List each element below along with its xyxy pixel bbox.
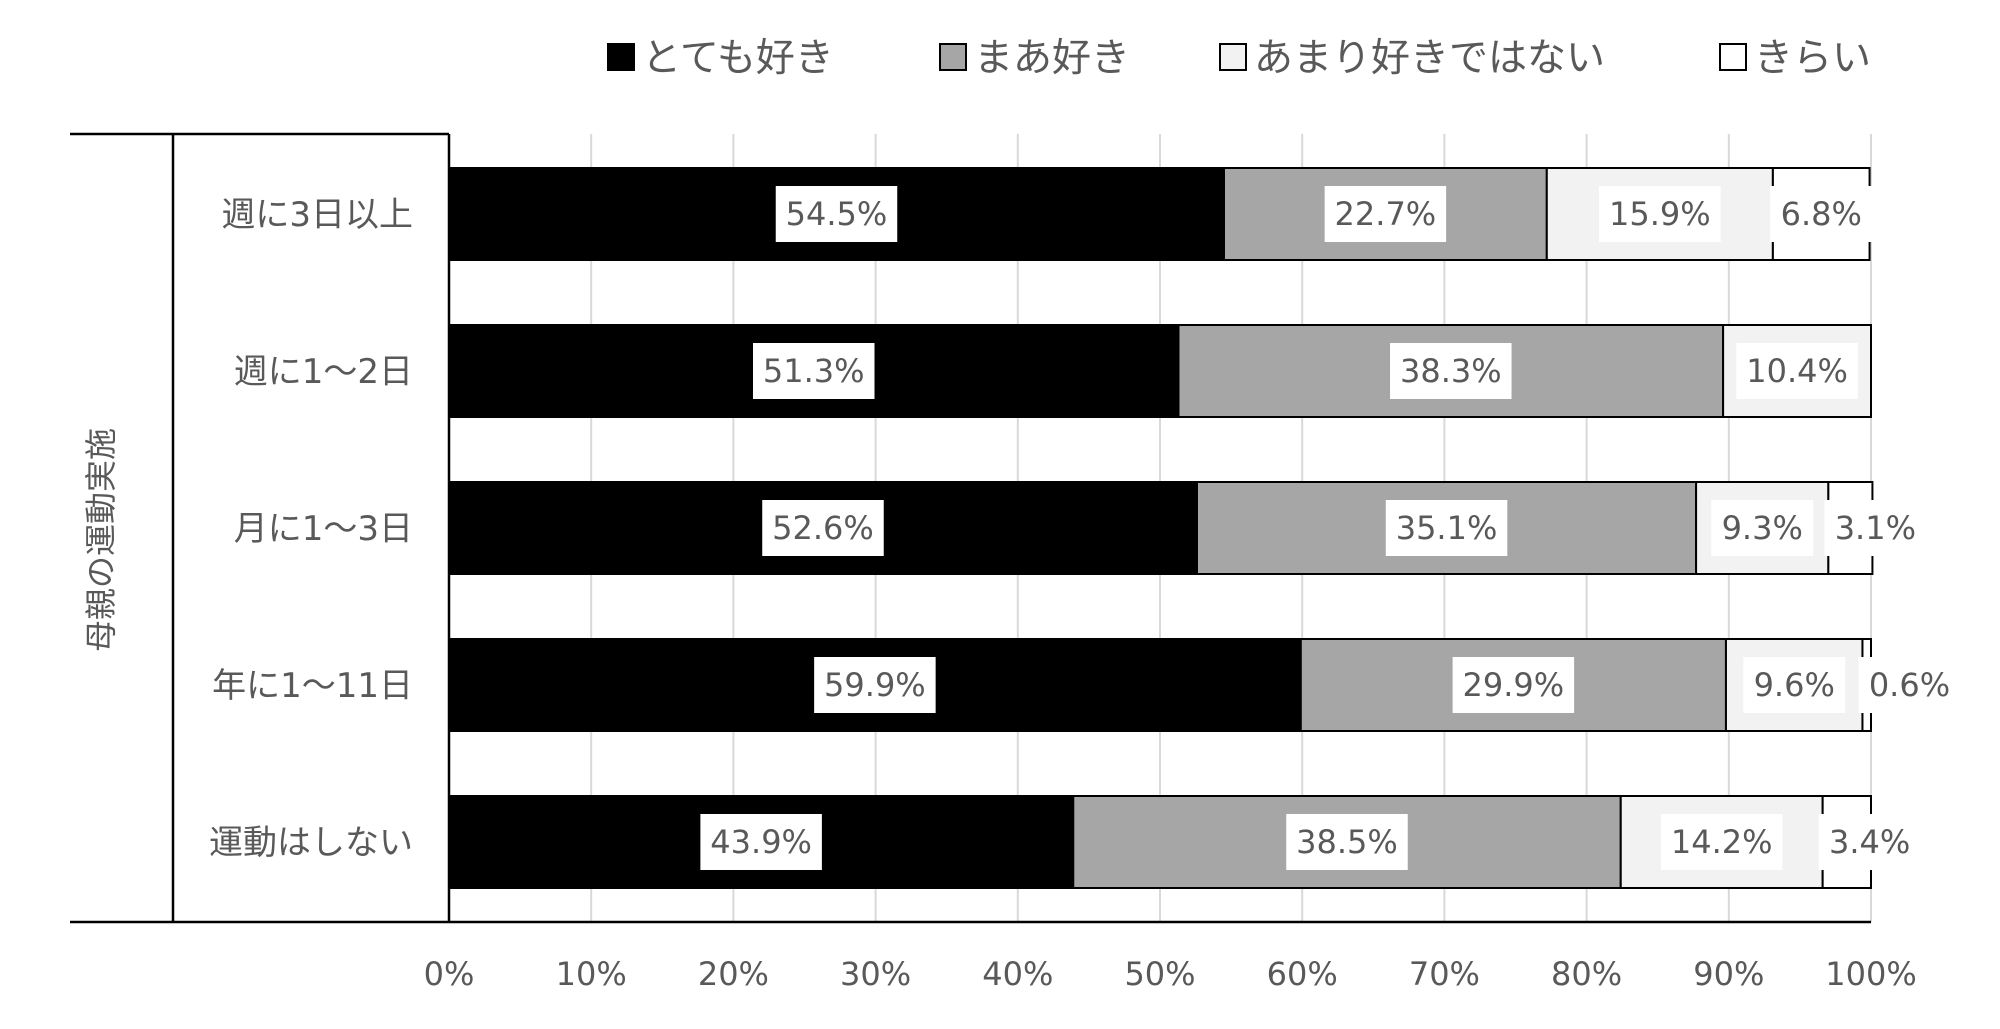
- legend-swatch: [1719, 43, 1747, 71]
- x-tick-label: 60%: [1267, 955, 1338, 993]
- legend-label: まあ好き: [974, 36, 1130, 81]
- data-label-box: [1770, 186, 1873, 242]
- data-label-box: [775, 186, 898, 242]
- data-label: 3.1%: [1835, 509, 1916, 547]
- x-tick-label: 0%: [424, 955, 475, 993]
- data-label-box: [1390, 343, 1512, 399]
- data-label-box: [814, 657, 936, 713]
- x-tick-label: 10%: [556, 955, 627, 993]
- data-label-box: [1824, 500, 1927, 556]
- data-label-box: [1743, 657, 1846, 713]
- data-label-box: [1324, 186, 1447, 242]
- category-label: 年に1～11日: [212, 666, 413, 706]
- data-label: 14.2%: [1671, 823, 1773, 861]
- x-tick-label: 50%: [1124, 955, 1195, 993]
- data-label-box: [1711, 500, 1814, 556]
- data-label: 29.9%: [1463, 666, 1565, 704]
- data-label: 22.7%: [1335, 195, 1437, 233]
- legend-swatch: [939, 43, 967, 71]
- data-label-box: [700, 814, 822, 870]
- data-label-box: [752, 343, 875, 399]
- category-label: 月に1～3日: [234, 509, 413, 549]
- data-label: 9.6%: [1754, 666, 1835, 704]
- x-tick-label: 70%: [1409, 955, 1480, 993]
- data-label: 38.5%: [1296, 823, 1398, 861]
- data-label: 54.5%: [786, 195, 888, 233]
- data-label-box: [762, 500, 884, 556]
- data-label-box: [1660, 814, 1783, 870]
- data-label: 0.6%: [1869, 666, 1950, 704]
- data-label-box: [1736, 343, 1858, 399]
- data-label: 51.3%: [763, 352, 865, 390]
- data-label: 52.6%: [772, 509, 874, 547]
- data-label-box: [1286, 814, 1408, 870]
- x-tick-label: 90%: [1693, 955, 1764, 993]
- axes: 0% 10% 20% 30% 40% 50% 60% 70% 80% 90% 100% 週に3日以上週…: [70, 132, 1917, 993]
- data-label: 10.4%: [1746, 352, 1848, 390]
- x-tick-label: 40%: [982, 955, 1053, 993]
- data-label: 6.8%: [1781, 195, 1862, 233]
- legend-swatch: [607, 43, 635, 71]
- data-labels: 54.5% 22.7% 15.9% 6.8% 51.3% 38.3% 10.4% 52.6% 3…: [700, 186, 1961, 870]
- x-tick-label: 20%: [698, 955, 769, 993]
- x-tick-label: 100%: [1825, 955, 1916, 993]
- data-label: 38.3%: [1400, 352, 1502, 390]
- data-label: 15.9%: [1609, 195, 1711, 233]
- legend-label: きらい: [1754, 36, 1871, 81]
- data-label-box: [1452, 657, 1575, 713]
- data-label-box: [1385, 500, 1508, 556]
- category-label: 運動はしない: [209, 823, 413, 863]
- data-label: 59.9%: [824, 666, 926, 704]
- data-label: 3.4%: [1829, 823, 1910, 861]
- data-label-box: [1818, 814, 1921, 870]
- data-label: 43.9%: [710, 823, 812, 861]
- x-tick-label: 80%: [1551, 955, 1622, 993]
- data-label-box: [1858, 657, 1961, 713]
- category-label: 週に1～2日: [234, 352, 413, 392]
- legend-swatch: [1219, 43, 1247, 71]
- data-label: 9.3%: [1722, 509, 1803, 547]
- legend-label: とても好き: [642, 36, 834, 81]
- data-label: 35.1%: [1396, 509, 1498, 547]
- legend: とても好き まあ好き あまり好きではない きらい: [607, 36, 1871, 81]
- x-tick-label: 30%: [840, 955, 911, 993]
- category-label: 週に3日以上: [221, 195, 413, 235]
- legend-label: あまり好きではない: [1254, 36, 1605, 81]
- group-axis-title: 母親の運動実施: [82, 428, 120, 652]
- data-label-box: [1599, 186, 1721, 242]
